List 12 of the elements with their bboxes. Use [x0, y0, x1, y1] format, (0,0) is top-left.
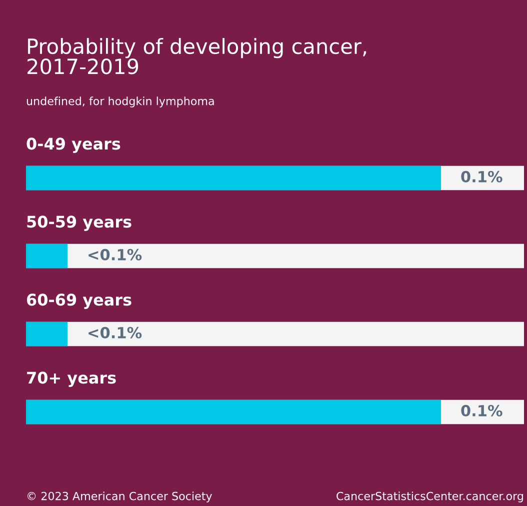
- y-tick-label: 50-59 years: [27, 216, 132, 231]
- data-label: <0.1%: [88, 248, 142, 260]
- data-label: 0.1%: [461, 170, 502, 182]
- text: © 2023 American Cancer Society: [28, 492, 212, 502]
- y-tick-label: 70+ years: [27, 372, 116, 387]
- text: CancerStatisticsCenter.cancer.org: [336, 492, 523, 502]
- data-label: <0.1%: [88, 326, 142, 338]
- chart-subtitle: undefined, for hodgkin lymphoma: [26, 96, 214, 108]
- y-tick-label: 60-69 years: [26, 294, 132, 309]
- y-tick-label: 0-49 years: [26, 138, 120, 153]
- chart-title: Probability of developing cancer, 2017-2019: [28, 38, 366, 74]
- data-label: 0.1%: [461, 404, 502, 416]
